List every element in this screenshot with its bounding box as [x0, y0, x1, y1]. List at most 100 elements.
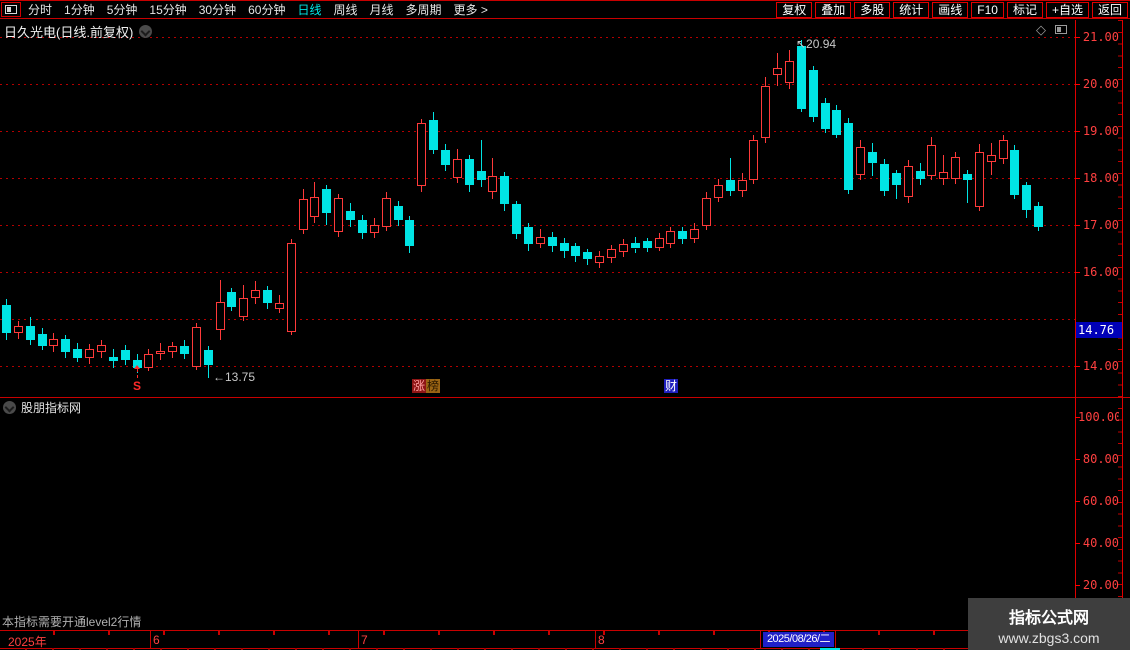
- candle-wick: [303, 229, 304, 235]
- candle: [334, 197, 343, 233]
- period-item[interactable]: 日线: [297, 3, 322, 17]
- candle: [358, 220, 367, 234]
- candle-wick: [777, 74, 778, 87]
- candle: [880, 163, 889, 192]
- candle-wick: [160, 343, 161, 351]
- candle-wick: [765, 138, 766, 143]
- candle: [275, 303, 284, 309]
- price-axis-label: 18.00: [1082, 171, 1119, 185]
- candle: [809, 69, 818, 117]
- candle-wick: [623, 252, 624, 257]
- period-item[interactable]: 月线: [369, 3, 394, 17]
- toolbar-button[interactable]: 统计: [893, 2, 930, 18]
- period-item[interactable]: 分时: [28, 3, 53, 17]
- candle-wick: [540, 228, 541, 237]
- toolbar-button[interactable]: 叠加: [815, 2, 852, 18]
- candle: [204, 350, 213, 366]
- candle-wick: [931, 137, 932, 146]
- candle: [1010, 149, 1019, 195]
- candle-wick: [872, 142, 873, 153]
- candle: [726, 180, 735, 192]
- candle-wick: [314, 181, 315, 197]
- candle-wick: [445, 164, 446, 171]
- candle-wick: [77, 357, 78, 363]
- chevron-down-icon[interactable]: [139, 25, 153, 38]
- candle-wick: [445, 144, 446, 150]
- candle-wick: [777, 52, 778, 68]
- period-item[interactable]: 周线: [333, 3, 358, 17]
- sub-axis-label: 100.00: [1078, 410, 1119, 424]
- toolbar-button[interactable]: 标记: [1006, 2, 1043, 18]
- diamond-icon[interactable]: ◇: [1036, 22, 1046, 37]
- toolbar-button[interactable]: +自选: [1045, 2, 1089, 18]
- candle: [405, 220, 414, 247]
- candle-wick: [172, 341, 173, 347]
- candle: [666, 230, 675, 244]
- candle-wick: [801, 39, 802, 47]
- candle-wick: [433, 112, 434, 121]
- candle-wick: [1003, 134, 1004, 141]
- candle-wick: [706, 226, 707, 230]
- date-axis-bar[interactable]: 2025年 6 7 8 2025/08/26/二: [0, 631, 1075, 649]
- event-badge-char: 榜: [426, 379, 441, 393]
- period-item[interactable]: 15分钟: [149, 3, 187, 17]
- candle-wick: [255, 297, 256, 304]
- layout-toggle-button[interactable]: [1, 2, 21, 17]
- period-item[interactable]: 更多 >: [453, 3, 488, 17]
- candle-wick: [409, 246, 410, 254]
- candle-wick: [338, 232, 339, 237]
- toolbar-button[interactable]: F10: [971, 2, 1004, 18]
- candle: [536, 236, 545, 244]
- candle: [488, 175, 497, 193]
- maximize-panel-icon[interactable]: [1055, 25, 1067, 34]
- toolbar-button[interactable]: 返回: [1091, 2, 1128, 18]
- chevron-down-icon[interactable]: [3, 401, 16, 414]
- sell-marker: S: [133, 379, 142, 393]
- price-tick: [1075, 131, 1080, 132]
- candle: [477, 170, 486, 181]
- candle: [749, 140, 758, 181]
- candle: [607, 249, 616, 258]
- price-gridline: [0, 319, 1075, 320]
- candle: [216, 302, 225, 330]
- candle: [868, 152, 877, 163]
- candle-wick: [670, 227, 671, 231]
- period-item[interactable]: 30分钟: [198, 3, 237, 17]
- candle: [1034, 206, 1043, 227]
- candle: [702, 197, 711, 227]
- candle: [310, 196, 319, 217]
- toolbar-button[interactable]: 画线: [932, 2, 969, 18]
- event-badge[interactable]: 涨榜: [412, 379, 441, 393]
- period-item[interactable]: 多周期: [405, 3, 442, 17]
- toolbar-button[interactable]: 复权: [776, 2, 813, 18]
- candle-wick: [160, 353, 161, 361]
- period-item[interactable]: 1分钟: [64, 3, 95, 17]
- toolbar-button[interactable]: 多股: [854, 2, 891, 18]
- candle-wick: [753, 134, 754, 141]
- sub-axis-tick: [1075, 501, 1080, 502]
- candle: [856, 146, 865, 176]
- candle-wick: [279, 294, 280, 304]
- period-item[interactable]: 5分钟: [106, 3, 138, 17]
- event-badge[interactable]: 财: [664, 379, 679, 393]
- candle-wick: [303, 189, 304, 200]
- candle-wick: [979, 144, 980, 153]
- candle-wick: [101, 351, 102, 358]
- sub-indicator-title: 股朋指标网: [21, 401, 82, 415]
- candle: [109, 356, 118, 362]
- watermark-title: 指标公式网: [1008, 610, 1089, 627]
- axis-left-line: [1075, 20, 1076, 630]
- period-menu: 分时 1分钟 5分钟 15分钟 30分钟 60分钟 日线 周线 月线 多周期 更多 >: [28, 1, 488, 18]
- candle-wick: [670, 243, 671, 248]
- candle: [287, 242, 296, 333]
- candle: [678, 230, 687, 240]
- candle-wick: [1038, 202, 1039, 207]
- candle: [346, 210, 355, 221]
- candle-wick: [908, 196, 909, 203]
- candle: [85, 349, 94, 358]
- candle-wick: [504, 172, 505, 176]
- candle: [26, 325, 35, 340]
- candle-wick: [481, 180, 482, 188]
- period-item[interactable]: 60分钟: [248, 3, 286, 17]
- panel-divider: [0, 397, 1130, 398]
